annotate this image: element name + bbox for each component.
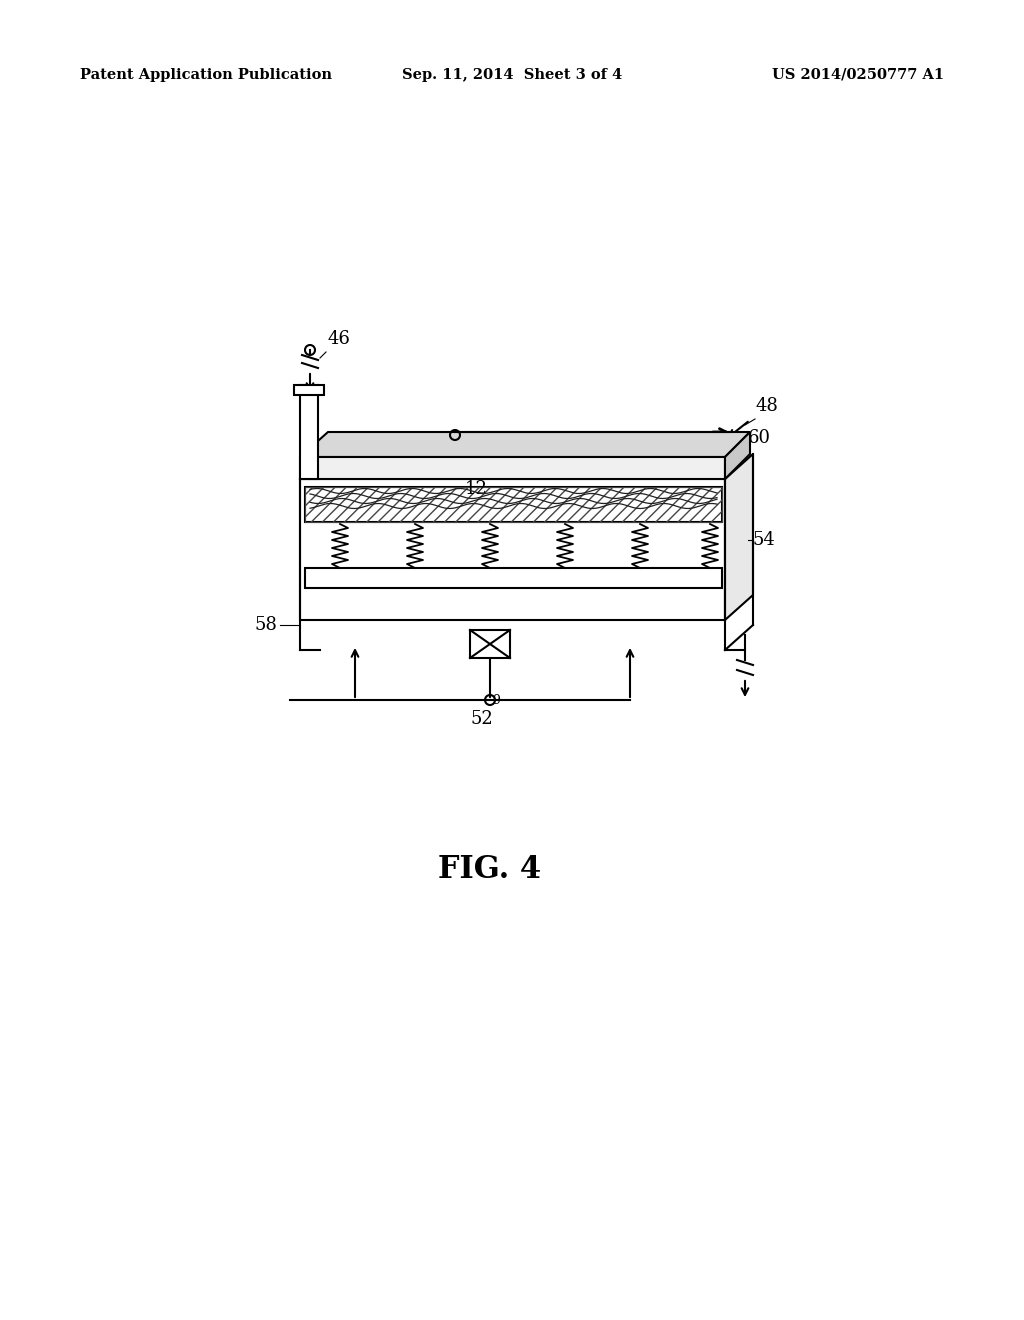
Text: 46: 46	[327, 330, 350, 348]
Polygon shape	[300, 457, 725, 479]
Text: 58: 58	[255, 616, 278, 634]
Text: Patent Application Publication: Patent Application Publication	[80, 69, 332, 82]
Text: 9: 9	[493, 694, 500, 708]
Text: Sep. 11, 2014  Sheet 3 of 4: Sep. 11, 2014 Sheet 3 of 4	[401, 69, 623, 82]
Bar	[305, 487, 722, 521]
Text: 12: 12	[465, 480, 487, 498]
Bar	[305, 487, 722, 521]
Bar	[300, 479, 725, 620]
Polygon shape	[725, 432, 750, 479]
Text: 52: 52	[470, 710, 493, 729]
Bar	[470, 630, 510, 657]
Text: FIG. 4: FIG. 4	[438, 854, 542, 886]
Text: US 2014/0250777 A1: US 2014/0250777 A1	[772, 69, 944, 82]
Polygon shape	[300, 432, 750, 457]
Bar	[294, 385, 324, 395]
Text: 60: 60	[748, 429, 771, 447]
Text: 48: 48	[756, 397, 779, 414]
Text: 56: 56	[462, 436, 485, 453]
Polygon shape	[725, 454, 753, 620]
Bar	[300, 385, 318, 479]
Bar	[305, 568, 722, 587]
Text: 54: 54	[752, 531, 775, 549]
